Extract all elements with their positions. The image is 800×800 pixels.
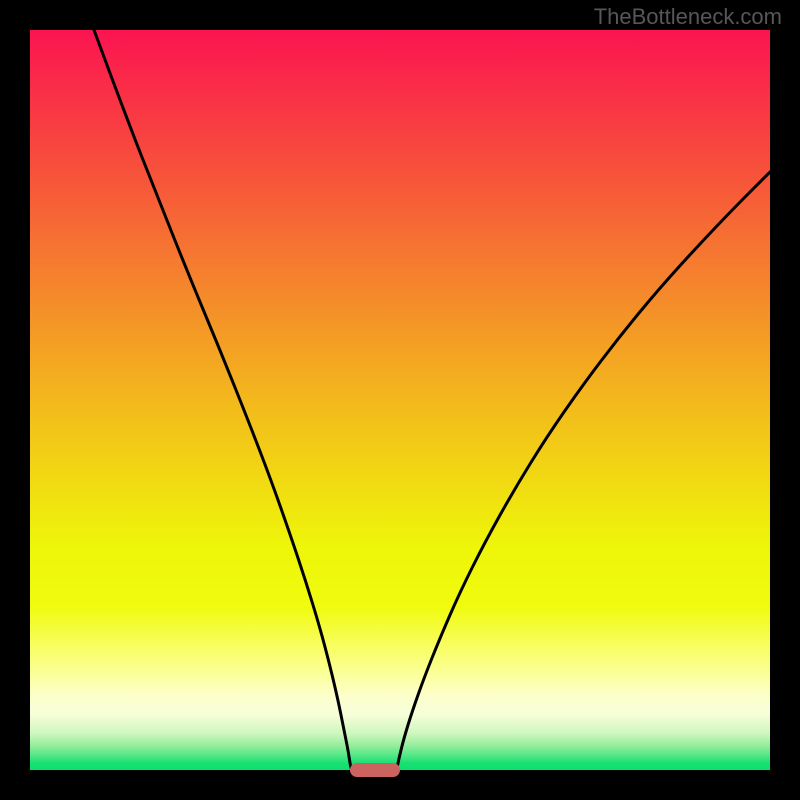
plot-area: [30, 30, 770, 770]
curve-left: [94, 30, 351, 768]
bottleneck-curves: [30, 30, 770, 770]
trough-marker: [350, 763, 400, 777]
watermark-text: TheBottleneck.com: [594, 4, 782, 30]
curve-right: [397, 172, 770, 768]
